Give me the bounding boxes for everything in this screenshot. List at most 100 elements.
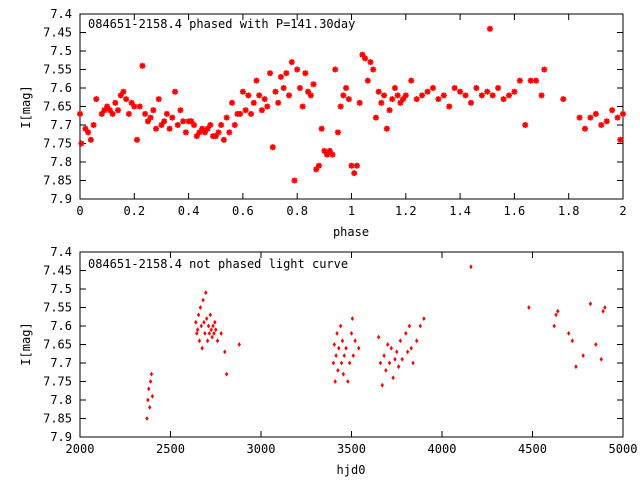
data-point [400, 356, 404, 362]
data-point [194, 319, 198, 325]
data-point [196, 312, 201, 318]
data-point [402, 92, 409, 99]
y-tick-label: 7.4 [50, 245, 72, 259]
data-point [218, 122, 225, 128]
y-axis-label: I[mag] [19, 85, 33, 128]
data-point [598, 122, 605, 128]
data-point [440, 92, 447, 99]
data-point [283, 70, 290, 77]
data-point [567, 331, 571, 336]
data-point [125, 110, 132, 117]
data-point [191, 122, 198, 128]
data-point [90, 122, 97, 128]
data-point [150, 107, 157, 114]
data-point [336, 368, 340, 373]
data-point [299, 103, 306, 110]
data-point [248, 110, 255, 117]
data-point [149, 371, 154, 377]
data-point [210, 334, 214, 340]
y-tick-label: 7.4 [50, 7, 72, 21]
x-tick-label: 5000 [609, 442, 638, 456]
data-point [163, 110, 170, 117]
data-point [353, 162, 360, 169]
data-point [302, 70, 309, 77]
data-point [269, 144, 276, 151]
data-point [104, 103, 111, 110]
data-point [166, 125, 173, 132]
x-tick-label: 2 [619, 204, 626, 218]
data-point [93, 96, 100, 103]
data-point [570, 338, 574, 344]
data-point [231, 122, 238, 128]
data-point [207, 331, 212, 336]
data-point [204, 290, 208, 296]
data-point [541, 66, 548, 73]
data-point [382, 353, 386, 358]
y-tick-label: 7.65 [43, 100, 72, 114]
data-point [516, 77, 523, 84]
data-point [500, 96, 507, 103]
data-point [342, 353, 346, 358]
data-point [581, 353, 585, 358]
data-point [280, 85, 287, 91]
data-point [486, 25, 493, 32]
x-tick-label: 2000 [66, 442, 95, 456]
data-point [313, 166, 320, 173]
data-point [239, 88, 246, 95]
data-point [245, 92, 252, 99]
y-axis-label: I[mag] [19, 322, 33, 365]
data-point [237, 342, 241, 347]
data-point [180, 118, 187, 125]
y-tick-label: 7.45 [43, 264, 72, 278]
data-point [155, 96, 162, 103]
data-point [213, 319, 217, 325]
data-point [429, 85, 436, 91]
data-point [161, 118, 168, 125]
data-point [219, 331, 223, 336]
data-point [253, 77, 260, 84]
x-tick-label: 1 [348, 204, 355, 218]
data-point [223, 114, 230, 121]
data-point [77, 110, 83, 117]
data-point [603, 118, 610, 125]
data-point [286, 92, 293, 99]
data-point [345, 96, 352, 103]
axis-ticks: 0 0.2 0.4 0.6 0.8 1 1.2 1.4 1.6 1.8 2 7.4 7.45 7.5 7.5… [43, 7, 627, 218]
y-tick-label: 7.9 [50, 430, 72, 444]
data-point [250, 99, 257, 106]
data-point [150, 393, 155, 399]
data-point [212, 331, 216, 336]
data-point [310, 81, 317, 88]
data-point [198, 305, 203, 310]
data-point [362, 55, 369, 62]
data-point [599, 356, 603, 362]
data-point [224, 371, 229, 377]
data-point [220, 136, 227, 143]
y-tick-label: 7.7 [50, 118, 72, 132]
data-points [77, 25, 626, 184]
data-point [315, 162, 322, 169]
data-point [294, 66, 301, 73]
data-point [383, 125, 390, 132]
data-point [346, 379, 350, 384]
data-point [318, 125, 325, 132]
data-point [378, 360, 383, 366]
y-tick-label: 7.6 [50, 81, 72, 95]
data-point [391, 375, 395, 381]
x-tick-label: 0.8 [286, 204, 308, 218]
data-point [115, 107, 122, 114]
data-point [333, 379, 337, 384]
x-tick-label: 0 [76, 204, 83, 218]
data-point [348, 162, 355, 169]
data-point [478, 92, 485, 99]
panel-unphased: 084651-2158.4 not phased light curve 200… [19, 245, 637, 477]
y-tick-label: 7.55 [43, 301, 72, 315]
data-point [334, 353, 338, 358]
x-tick-label: 2500 [156, 442, 185, 456]
x-tick-label: 4000 [428, 442, 457, 456]
data-point [264, 103, 271, 110]
x-tick-label: 0.2 [123, 204, 145, 218]
data-point [609, 107, 616, 114]
data-point [414, 338, 419, 344]
data-point [242, 107, 249, 114]
